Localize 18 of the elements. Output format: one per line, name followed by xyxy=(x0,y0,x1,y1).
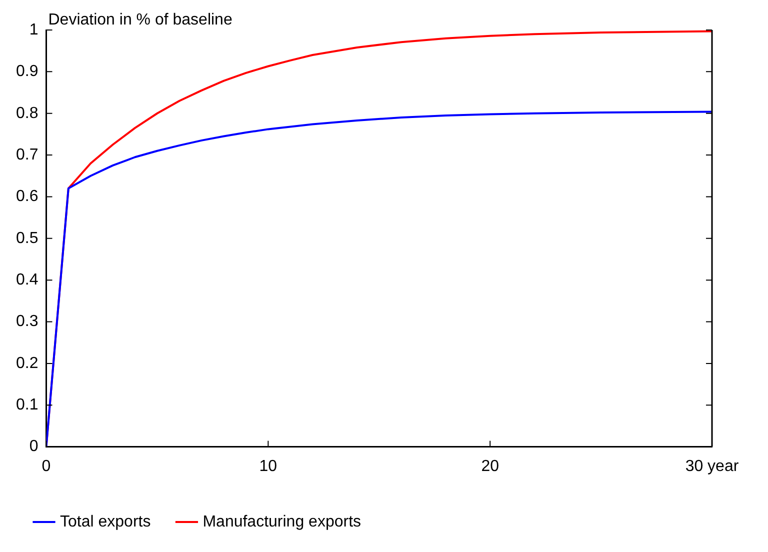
y-tick-label: 0.7 xyxy=(16,146,38,164)
y-tick-label: 0 xyxy=(29,438,38,456)
legend-label: Total exports xyxy=(60,513,151,530)
y-tick-label: 0.8 xyxy=(16,104,38,122)
y-tick-label: 0.4 xyxy=(16,271,38,288)
legend-label: Manufacturing exports xyxy=(202,513,362,530)
y-tick-label: 0.5 xyxy=(16,230,38,247)
y-tick-label: 0.2 xyxy=(16,354,38,372)
y-tick-label: 0.6 xyxy=(16,188,38,206)
x-tick-label: 20 xyxy=(481,458,500,475)
x-tick-label: 0 xyxy=(42,458,51,475)
y-tick-label: 0.9 xyxy=(16,63,38,80)
x-tick-label: 10 xyxy=(259,458,278,475)
y-tick-label: 0.1 xyxy=(16,396,38,414)
y-tick-label: 0.3 xyxy=(16,313,38,330)
x-tick-label: 30 year xyxy=(685,458,740,475)
y-axis-title: Deviation in % of baseline xyxy=(48,11,232,28)
y-tick-label: 1 xyxy=(29,21,38,38)
